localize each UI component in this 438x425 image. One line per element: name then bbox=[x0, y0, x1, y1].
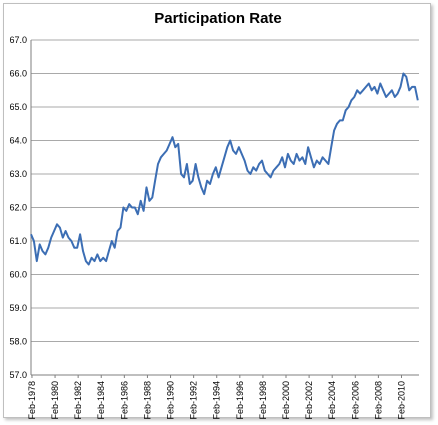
x-tick-label: Feb-2010 bbox=[396, 381, 406, 420]
chart-title: Participation Rate bbox=[154, 10, 282, 27]
y-tick-label: 60.0 bbox=[9, 270, 27, 280]
x-tick-label: Feb-1994 bbox=[212, 381, 222, 420]
y-tick-label: 65.0 bbox=[9, 102, 27, 112]
y-tick-label: 66.0 bbox=[9, 69, 27, 79]
x-tick-label: Feb-2004 bbox=[327, 381, 337, 420]
y-tick-label: 58.0 bbox=[9, 337, 27, 347]
x-tick-label: Feb-1984 bbox=[96, 381, 106, 420]
x-tick-label: Feb-1980 bbox=[50, 381, 60, 420]
y-tick-label: 63.0 bbox=[9, 169, 27, 179]
y-tick-label: 62.0 bbox=[9, 203, 27, 213]
y-tick-label: 57.0 bbox=[9, 370, 27, 380]
x-tick-label: Feb-1998 bbox=[258, 381, 268, 420]
series-line bbox=[30, 72, 419, 266]
y-tick-label: 64.0 bbox=[9, 136, 27, 146]
x-tick-label: Feb-1988 bbox=[142, 381, 152, 420]
x-tick-label: Feb-2006 bbox=[350, 381, 360, 420]
x-tick-label: Feb-2002 bbox=[304, 381, 314, 420]
x-tick-label: Feb-1978 bbox=[27, 381, 37, 420]
x-tick-label: Feb-1990 bbox=[166, 381, 176, 420]
x-tick-label: Feb-2000 bbox=[281, 381, 291, 420]
x-tick-label: Feb-1996 bbox=[235, 381, 245, 420]
x-tick-label: Feb-1986 bbox=[119, 381, 129, 420]
x-tick-label: Feb-1992 bbox=[189, 381, 199, 420]
y-tick-label: 67.0 bbox=[9, 35, 27, 45]
y-tick-label: 61.0 bbox=[9, 236, 27, 246]
x-tick-label: Feb-1982 bbox=[73, 381, 83, 420]
y-tick-label: 59.0 bbox=[9, 303, 27, 313]
x-tick-label: Feb-2008 bbox=[373, 381, 383, 420]
chart-frame: Participation Rate bbox=[3, 3, 431, 418]
